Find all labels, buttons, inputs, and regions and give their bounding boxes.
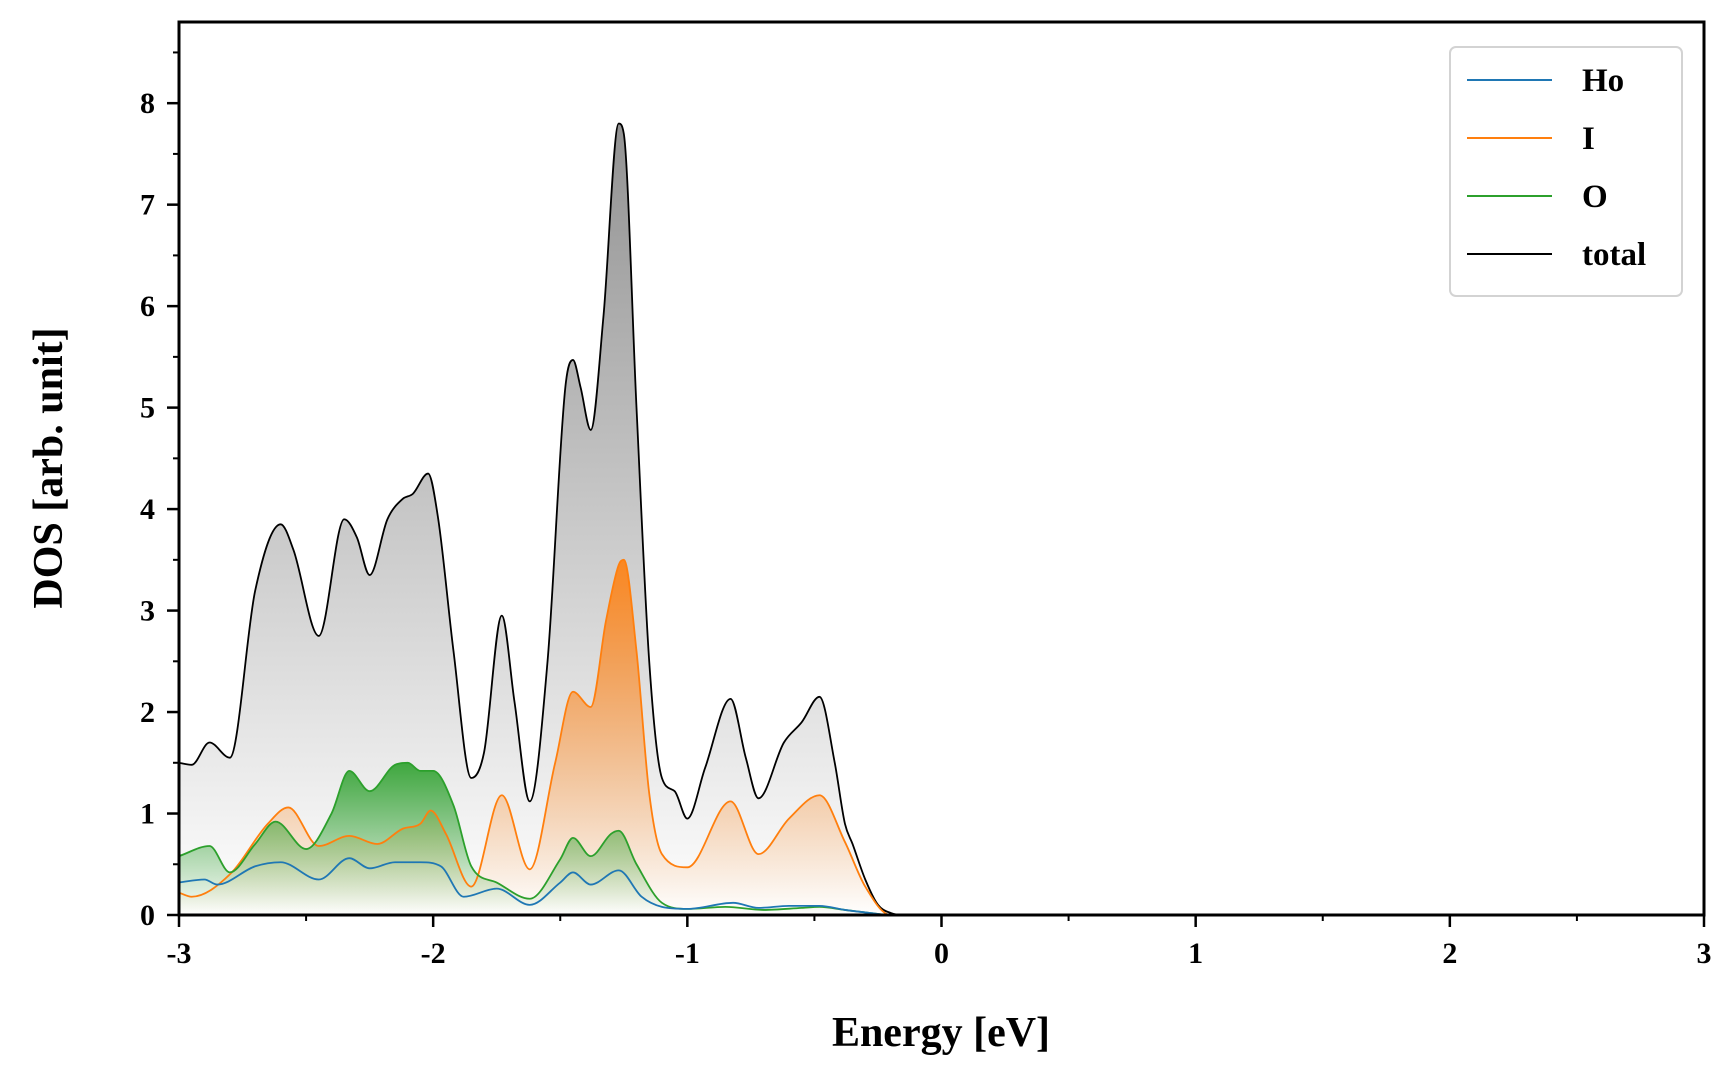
x-tick-label: -2 bbox=[421, 937, 446, 970]
area-o bbox=[179, 762, 1704, 915]
y-tick-label: 3 bbox=[140, 595, 155, 628]
x-axis: -3 -2 -1 0 1 2 3 bbox=[167, 915, 1712, 970]
x-tick-label: 3 bbox=[1697, 937, 1712, 970]
y-tick-label: 5 bbox=[140, 392, 155, 425]
y-tick-label: 7 bbox=[140, 189, 155, 222]
legend-box bbox=[1449, 46, 1683, 297]
y-tick-label: 4 bbox=[140, 493, 155, 526]
x-tick-label: 1 bbox=[1188, 937, 1203, 970]
area-i bbox=[179, 559, 1704, 915]
y-tick-label: 8 bbox=[140, 87, 155, 120]
x-tick-label: -3 bbox=[167, 937, 192, 970]
y-tick-label: 0 bbox=[140, 899, 155, 932]
legend-label-ho: Ho bbox=[1582, 63, 1624, 99]
x-tick-label: 0 bbox=[934, 937, 949, 970]
x-axis-title: Energy [eV] bbox=[832, 1010, 1050, 1056]
plot-lines bbox=[178, 122, 1704, 916]
line-ho bbox=[178, 857, 1704, 916]
x-tick-label: -1 bbox=[675, 937, 700, 970]
y-axis-title: DOS [arb. unit] bbox=[26, 327, 72, 608]
y-tick-label: 1 bbox=[140, 798, 155, 831]
y-tick-label: 2 bbox=[140, 696, 155, 729]
x-tick-label: 2 bbox=[1442, 937, 1457, 970]
line-i bbox=[178, 558, 1704, 916]
legend-label-o: O bbox=[1582, 179, 1608, 215]
area-total bbox=[179, 123, 1704, 916]
line-total bbox=[178, 122, 1704, 916]
legend-label-i: I bbox=[1582, 121, 1595, 157]
y-tick-label: 6 bbox=[140, 290, 155, 323]
plot-fills bbox=[179, 123, 1704, 916]
y-axis: 0 1 2 3 4 5 6 7 8 bbox=[140, 51, 179, 932]
legend-label-total: total bbox=[1582, 237, 1646, 273]
